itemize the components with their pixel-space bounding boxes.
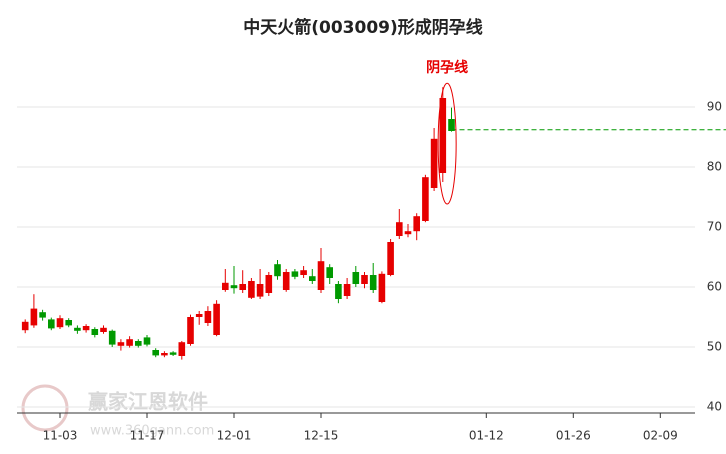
candle-body	[256, 284, 264, 297]
candle-body	[282, 272, 290, 290]
x-tick-label: 11-17	[130, 429, 165, 443]
y-tick-label: 80	[707, 160, 722, 174]
candle-body	[335, 284, 342, 299]
candle-body	[291, 271, 299, 277]
y-tick-label: 50	[707, 340, 722, 354]
candle-body	[413, 216, 420, 232]
candle-body	[48, 319, 55, 329]
candle-body	[108, 330, 116, 345]
chart-title: 中天火箭(003009)形成阴孕线	[243, 17, 483, 38]
candle-body	[21, 321, 29, 331]
candle-body	[396, 222, 403, 236]
candle-body	[169, 352, 177, 355]
candle-body	[265, 275, 273, 293]
candle-body	[117, 342, 125, 346]
x-tick-label: 12-01	[217, 429, 252, 443]
candle-body	[126, 339, 133, 346]
candle-body	[378, 273, 386, 302]
candle-body	[387, 242, 394, 275]
candle-body	[74, 327, 81, 331]
candle-body	[430, 138, 438, 188]
candle-body	[135, 341, 142, 346]
candle-body	[152, 350, 159, 356]
candle-body	[309, 276, 316, 281]
candle-body	[56, 318, 64, 328]
candle-body	[65, 320, 72, 326]
highlight-ellipse	[437, 82, 457, 205]
candle-body	[239, 284, 246, 290]
candle-body	[300, 270, 307, 275]
candle-body	[274, 264, 281, 277]
candle-body	[326, 267, 333, 278]
candle-body	[422, 177, 429, 221]
candle-body	[143, 337, 151, 345]
candle-body	[91, 329, 99, 335]
candle-body	[195, 314, 203, 317]
candle-body	[439, 98, 447, 173]
candle-body	[204, 311, 212, 323]
watermark-text: 赢家江恩软件	[88, 390, 208, 414]
watermark-url: www.360gann.com	[90, 424, 214, 439]
candle-body	[404, 231, 412, 235]
y-tick-label: 90	[707, 100, 722, 114]
candle-body	[448, 119, 455, 131]
candle-body	[82, 326, 90, 331]
candle-body	[39, 312, 46, 318]
y-tick-label: 60	[707, 280, 722, 294]
x-tick-label: 01-12	[469, 429, 504, 443]
candle-body	[352, 272, 360, 284]
y-tick-label: 40	[707, 400, 722, 414]
candle-body	[178, 342, 186, 356]
candle-body	[222, 282, 229, 290]
candle-body	[343, 284, 351, 296]
watermark-logo	[21, 384, 69, 432]
candle-body	[30, 308, 38, 326]
candle-body	[369, 275, 377, 290]
candle-body	[100, 327, 107, 332]
candle-body	[317, 261, 325, 290]
y-tick-label: 70	[707, 220, 722, 234]
x-tick-label: 02-09	[643, 429, 678, 443]
candle-body	[248, 281, 255, 298]
candle-body	[230, 285, 238, 289]
candle-body	[161, 353, 168, 356]
candle-body	[213, 303, 220, 335]
candle-body	[361, 275, 368, 284]
candle-body	[187, 317, 194, 344]
annotation: 阴孕线	[426, 59, 468, 76]
x-tick-label: 01-26	[556, 429, 591, 443]
x-tick-label: 11-03	[43, 429, 78, 443]
x-tick-label: 12-15	[304, 429, 339, 443]
